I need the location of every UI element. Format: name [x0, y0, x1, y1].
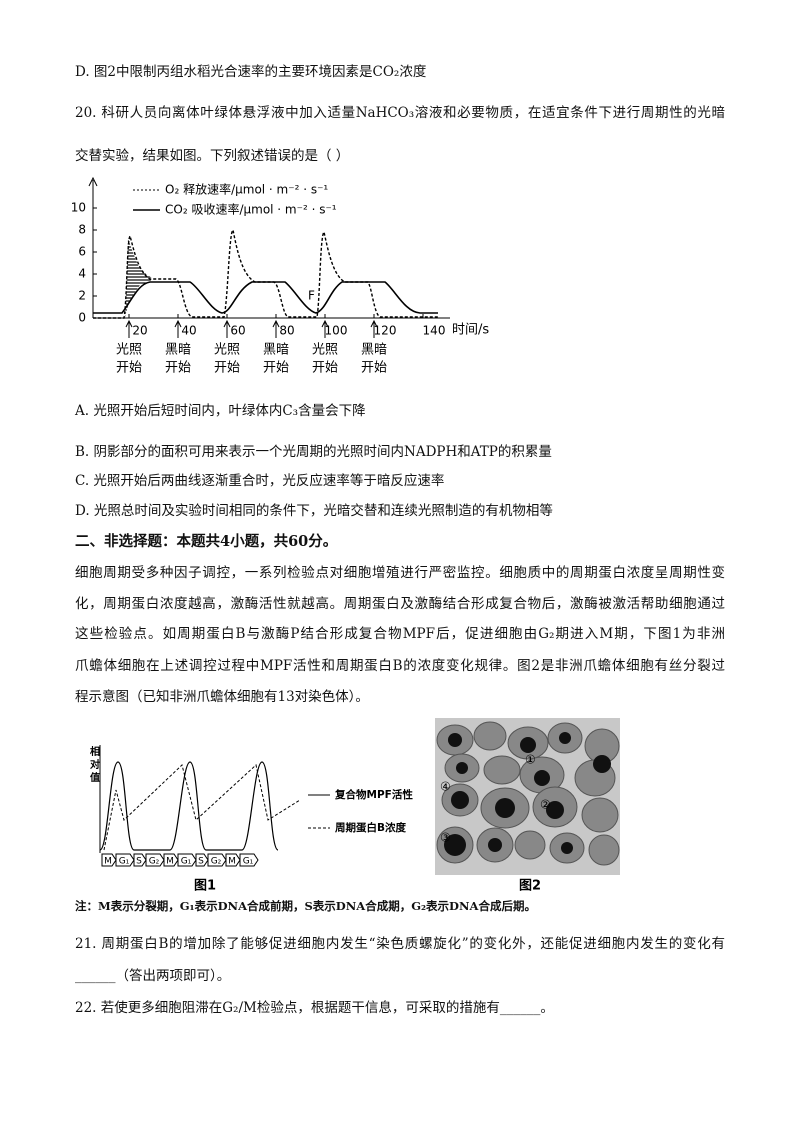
phase-arrowhead — [174, 319, 182, 328]
phase-box — [115, 853, 135, 867]
y-axis-label: 对 — [90, 758, 100, 771]
cell-label: ④ — [440, 780, 451, 794]
note: 注：M表示分裂期，G₁表示DNA合成前期，S表示DNA合成期，G₂表示DNA合成… — [75, 899, 536, 913]
phase-label: G₁ — [243, 857, 254, 867]
phase-box — [177, 853, 197, 867]
y-axis-label: 相 — [90, 745, 100, 758]
x-tick-label: 140 — [423, 324, 446, 338]
phase-label: 开始 — [165, 361, 191, 376]
phase-label: M — [104, 857, 112, 867]
phase-box — [133, 853, 147, 867]
question-stem: 交替实验，结果如图。下列叙述错误的是（ ） — [75, 148, 350, 164]
section-heading: 二、非选择题：本题共4小题，共60分。 — [75, 533, 338, 550]
mpf-curve — [99, 761, 279, 851]
axis-arrow — [88, 176, 98, 187]
x-tick-label: 120 — [374, 324, 397, 338]
legend-label: 复合物MPF活性 — [334, 788, 413, 801]
co2-curve — [93, 281, 438, 314]
question: 22. 若使更多细胞阻滞在G₂/M检验点，根据题干信息，可采取的措施有_____… — [75, 1000, 554, 1016]
y-tick-label: 10 — [71, 201, 86, 215]
y-tick-label: 0 — [78, 311, 86, 325]
option: D. 光照总时间及实验时间相同的条件下，光暗交替和连续光照制造的有机物相等 — [75, 503, 553, 519]
phase-arrowhead — [272, 319, 280, 328]
x-tick-label: 20 — [132, 324, 147, 338]
phase-label: 黑暗 — [361, 343, 387, 358]
phase-arrowhead — [321, 319, 329, 328]
o2-curve — [93, 228, 438, 319]
option: A. 光照开始后短时间内，叶绿体内C₃含量会下降 — [75, 403, 366, 419]
legend-label: O₂ 释放速率/μmol · m⁻² · s⁻¹ — [165, 182, 328, 197]
phase-label: 开始 — [312, 361, 338, 376]
passage-line: 爪蟾体细胞在上述调控过程中MPF活性和周期蛋白B的浓度变化规律。图2是非洲爪蟾体… — [75, 658, 725, 674]
phase-label: 黑暗 — [263, 343, 289, 358]
x-tick-label: 80 — [279, 324, 294, 338]
x-tick-label: 60 — [230, 324, 245, 338]
cell-label: ② — [540, 798, 551, 812]
phase-label: S — [198, 857, 204, 867]
phase-label: M — [166, 857, 174, 867]
phase-box — [195, 853, 209, 867]
passage-line: 化，周期蛋白浓度越高，激酶活性就越高。周期蛋白及激酶结合形成复合物后，激酶被激活… — [75, 596, 725, 612]
y-tick-label: 2 — [78, 289, 86, 303]
x-tick-label: 100 — [325, 324, 348, 338]
phase-label: 开始 — [116, 361, 142, 376]
phase-box — [145, 853, 165, 867]
phase-label: 黑暗 — [165, 343, 191, 358]
phase-label: M — [228, 857, 236, 867]
legend-label: CO₂ 吸收速率/μmol · m⁻² · s⁻¹ — [165, 202, 337, 217]
y-axis-label: 值 — [90, 771, 100, 784]
y-tick-label: 6 — [78, 245, 86, 259]
cyclin-curve — [103, 764, 301, 851]
phase-box — [225, 853, 241, 867]
y-tick-label: 8 — [78, 223, 86, 237]
phase-box — [163, 853, 179, 867]
point-label: F — [308, 289, 315, 303]
cell-cycle-figure: 复合物MPF活性 周期蛋白B浓度 图1 ① ② ③ ④ 图2 相对值 M G₁ S G₂… — [90, 718, 620, 894]
question: 21. 周期蛋白B的增加除了能够促进细胞内发生“染色质螺旋化”的变化外，还能促进… — [75, 936, 725, 952]
phase-arrowhead — [370, 319, 378, 328]
cell-label: ③ — [440, 831, 451, 845]
shaded-area — [125, 238, 152, 318]
option: C. 光照开始后两曲线逐渐重合时，光反应速率等于暗反应速率 — [75, 473, 445, 489]
rate-figure: O₂ 释放速率/μmol · m⁻² · s⁻¹ CO₂ 吸收速率/μmol ·… — [71, 176, 489, 376]
phase-box — [207, 853, 227, 867]
caption: 图2 — [519, 879, 541, 894]
option: B. 阴影部分的面积可用来表示一个光周期的光照时间内NADPH和ATP的积累量 — [75, 444, 552, 460]
phase-box — [239, 853, 259, 867]
x-tick-label: 40 — [181, 324, 196, 338]
phase-label: G₂ — [149, 857, 160, 867]
phase-box — [101, 853, 117, 867]
passage-line: 细胞周期受多种因子调控，一系列检验点对细胞增殖进行严密监控。细胞质中的周期蛋白浓… — [75, 565, 725, 581]
legend-label: 周期蛋白B浓度 — [335, 821, 407, 834]
y-tick-label: 4 — [78, 267, 86, 281]
passage-line: 程示意图（已知非洲爪蟾体细胞有13对染色体）。 — [75, 689, 369, 705]
cell-label: ① — [525, 753, 536, 767]
phase-label: G₂ — [211, 857, 222, 867]
phase-label: 开始 — [263, 361, 289, 376]
chromosomes — [444, 732, 611, 856]
phase-label: S — [136, 857, 142, 867]
phase-label: G₁ — [181, 857, 192, 867]
phase-arrowhead — [125, 319, 133, 328]
x-axis-label: 时间/s — [452, 323, 489, 338]
phase-label: 光照 — [312, 343, 338, 358]
phase-arrowhead — [223, 319, 231, 328]
passage-line: 这些检验点。如周期蛋白B与激酶P结合形成复合物MPF后，促进细胞由G₂期进入M期… — [75, 626, 725, 642]
phase-label: 开始 — [361, 361, 387, 376]
phase-label: 开始 — [214, 361, 240, 376]
question-stem: 20. 科研人员向离体叶绿体悬浮液中加入适量NaHCO₃溶液和必要物质，在适宜条… — [75, 105, 725, 121]
phase-label: 光照 — [116, 343, 142, 358]
phase-label: G₁ — [119, 857, 130, 867]
option: D. 图2中限制丙组水稻光合速率的主要环境因素是CO₂浓度 — [75, 64, 427, 80]
question: ______（答出两项即可）。 — [75, 968, 231, 984]
phase-label: 光照 — [214, 343, 240, 358]
caption: 图1 — [194, 879, 216, 894]
